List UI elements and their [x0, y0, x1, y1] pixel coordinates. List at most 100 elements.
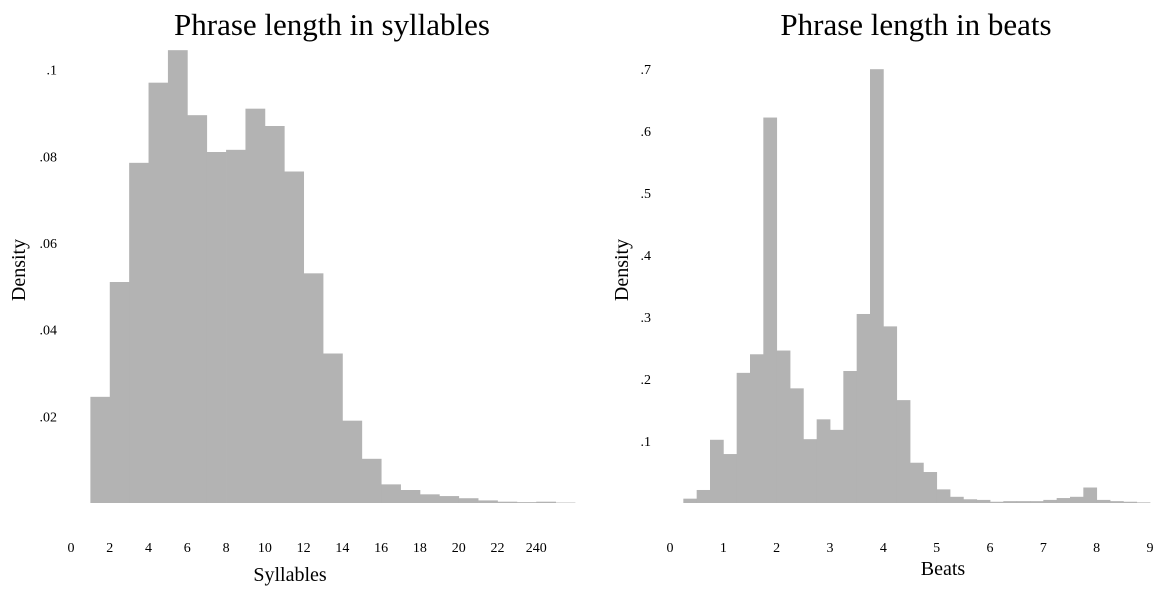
histogram-bar	[420, 494, 440, 503]
histogram-bar	[265, 126, 285, 503]
histogram-bar	[977, 500, 991, 503]
y-tick-label: .08	[40, 150, 58, 165]
histogram-bar	[897, 400, 911, 503]
histogram-bar	[750, 354, 764, 503]
histogram-bar	[763, 118, 777, 503]
chart-title: Phrase length in beats	[780, 7, 1051, 42]
x-tick-label: 6	[987, 541, 994, 556]
histogram-bar	[226, 150, 246, 503]
histogram-bar	[910, 463, 924, 503]
x-tick-label: 18	[413, 541, 427, 556]
x-tick-label: 14	[335, 541, 349, 556]
histogram-bar	[790, 388, 804, 503]
histogram-bar	[1110, 501, 1124, 503]
histogram-bar	[381, 484, 401, 503]
x-tick-label: 12	[297, 541, 311, 556]
histogram-bar	[129, 163, 149, 503]
histogram-bar	[439, 496, 459, 503]
histogram-bar	[710, 440, 724, 503]
histogram-bar	[459, 498, 479, 503]
histogram-bar	[870, 69, 884, 503]
syllables-histogram-panel: Phrase length in syllables .02.04.06.08.…	[8, 7, 575, 586]
y-tick-label: .6	[641, 125, 652, 140]
histogram-bar	[937, 489, 951, 503]
y-tick-label: .1	[47, 64, 58, 79]
histogram-bar	[990, 502, 1004, 503]
histogram-bar	[207, 152, 227, 503]
x-tick-label: 8	[1093, 541, 1100, 556]
y-tick-labels: .1.2.3.4.5.6.7	[641, 63, 652, 450]
x-tick-label: 2	[106, 541, 113, 556]
histogram-bar	[1083, 488, 1097, 503]
y-tick-label: .7	[641, 63, 652, 78]
y-tick-label: .06	[40, 237, 58, 252]
y-axis-label: Density	[8, 239, 30, 301]
histogram-bar	[963, 499, 977, 503]
x-tick-label: 1	[720, 541, 727, 556]
bars-group	[90, 50, 575, 503]
x-tick-label: 2	[773, 541, 780, 556]
y-tick-label: .1	[641, 435, 652, 450]
histogram-bar	[187, 115, 207, 503]
histogram-bar	[497, 502, 517, 503]
histogram-bar	[536, 502, 556, 503]
histogram-bar	[923, 472, 937, 503]
x-tick-label: 10	[258, 541, 272, 556]
histogram-bar	[362, 459, 382, 503]
x-tick-label: 0	[68, 541, 75, 556]
x-tick-label: 22	[490, 541, 504, 556]
histogram-bar	[723, 454, 737, 503]
histogram-bar	[342, 421, 362, 503]
histogram-bar	[323, 354, 343, 504]
histogram-bar	[1123, 502, 1137, 503]
histogram-bar	[777, 351, 791, 503]
x-tick-label: 4	[880, 541, 887, 556]
histogram-bar	[697, 490, 711, 503]
y-tick-label: .5	[641, 187, 652, 202]
histogram-bar	[110, 282, 130, 503]
histogram-bar	[1057, 498, 1071, 503]
histogram-bar	[90, 397, 110, 503]
y-axis-label: Density	[611, 239, 633, 301]
y-tick-label: .2	[641, 373, 652, 388]
x-axis-label: Syllables	[253, 564, 327, 586]
histogram-bar	[517, 502, 537, 503]
histogram-bar	[857, 314, 871, 503]
histogram-bar	[245, 109, 265, 503]
histogram-bar	[950, 497, 964, 503]
histogram-bar	[478, 500, 498, 503]
x-tick-label: 9	[1147, 541, 1154, 556]
x-tick-label: 6	[184, 541, 191, 556]
histogram-bar	[304, 273, 324, 503]
y-tick-labels: .02.04.06.08.1	[40, 64, 58, 426]
histogram-bar	[149, 83, 169, 503]
x-tick-label: 16	[374, 541, 388, 556]
x-tick-label: 8	[223, 541, 230, 556]
bars-group	[683, 69, 1150, 503]
histogram-bar	[817, 419, 831, 503]
x-tick-label: 5	[933, 541, 940, 556]
histogram-bar	[401, 490, 421, 503]
chart-title: Phrase length in syllables	[174, 7, 490, 42]
histogram-bar	[1030, 501, 1044, 503]
histogram-bar	[683, 499, 697, 503]
histogram-bar	[1097, 500, 1111, 503]
histogram-bar	[168, 50, 188, 503]
x-tick-label: 0	[667, 541, 674, 556]
histogram-bar	[1043, 500, 1057, 503]
x-tick-label: 7	[1040, 541, 1047, 556]
histogram-bar	[830, 430, 844, 503]
histogram-bar	[737, 373, 751, 503]
histogram-bar	[1137, 502, 1151, 503]
y-tick-label: .3	[641, 311, 652, 326]
histogram-bar	[284, 172, 304, 504]
histogram-bar	[843, 371, 857, 503]
y-tick-label: .02	[40, 410, 58, 425]
x-tick-label: 240	[526, 541, 547, 556]
histogram-bar	[1003, 501, 1017, 503]
histogram-bar	[1070, 497, 1084, 503]
